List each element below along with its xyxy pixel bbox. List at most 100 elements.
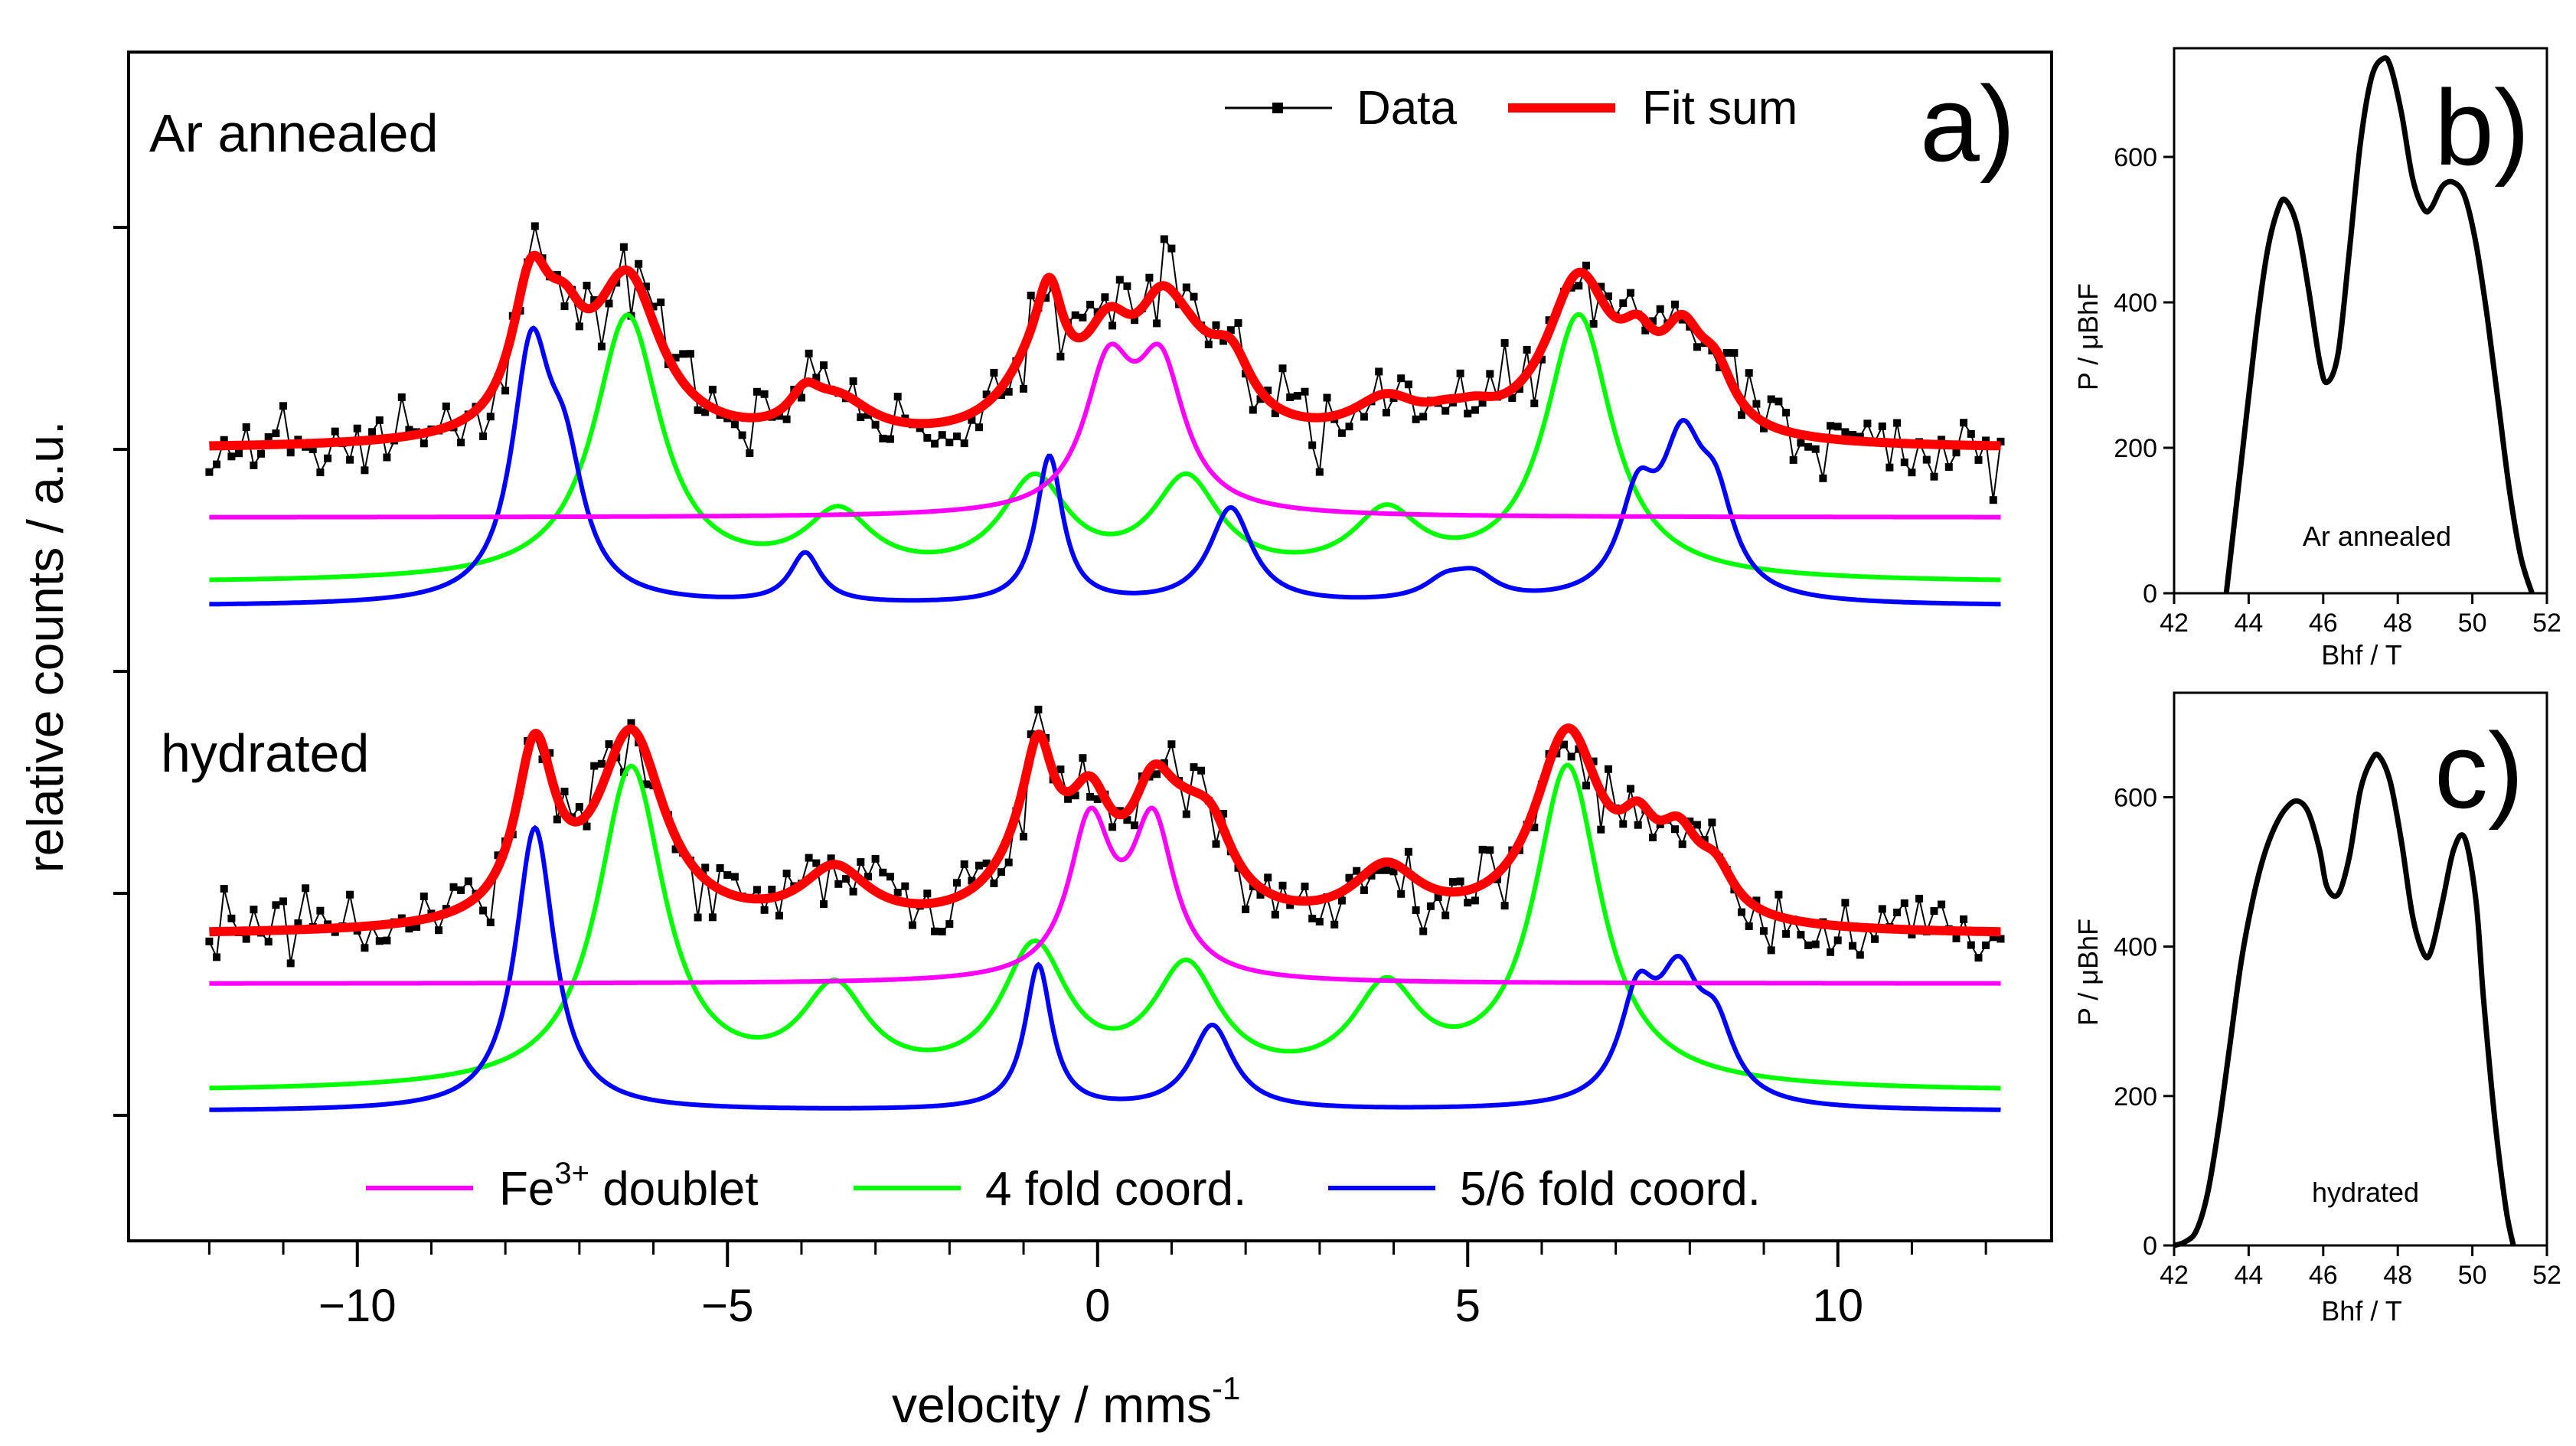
data-point <box>1294 392 1301 400</box>
panel-a-x-axis-title: velocity / mms-1 <box>892 1370 1240 1433</box>
data-point <box>383 454 390 462</box>
data-point <box>1360 886 1368 894</box>
data-point <box>953 432 961 440</box>
data-point <box>1190 763 1198 771</box>
data-point <box>606 740 613 748</box>
data-point <box>1346 423 1353 430</box>
panel-c-ticks: 42 44 46 48 50 520200400600 <box>2114 783 2561 1290</box>
data-point <box>331 428 339 436</box>
data-point <box>583 282 591 289</box>
data-point <box>257 450 265 458</box>
data-point <box>398 393 406 401</box>
data-point <box>1108 322 1116 329</box>
data-point <box>606 300 613 308</box>
data-point <box>1908 468 1915 476</box>
data-point <box>1879 905 1886 912</box>
data-point <box>1316 918 1324 925</box>
data-point <box>894 393 902 400</box>
data-point <box>576 322 583 330</box>
data-point <box>1249 406 1257 414</box>
data-point <box>531 222 539 230</box>
panel-a-curves <box>205 222 2004 1109</box>
data-point <box>1738 909 1745 916</box>
x-tick-label: 52 <box>2532 1261 2561 1290</box>
data-point <box>1316 468 1324 476</box>
x-tick-label: 5 <box>1455 1280 1481 1331</box>
data-point <box>1079 754 1086 762</box>
data-point <box>501 387 509 394</box>
data-point <box>1064 795 1072 803</box>
data-point <box>717 864 724 872</box>
data-point <box>576 803 583 811</box>
data-point <box>1960 419 1967 426</box>
data-point <box>1338 429 1346 437</box>
data-point <box>1486 370 1494 377</box>
data-point <box>1183 811 1190 818</box>
data-point <box>761 390 769 398</box>
data-point <box>272 901 279 909</box>
data-point <box>1167 245 1175 253</box>
data-point <box>1242 906 1249 913</box>
data-point <box>243 935 250 943</box>
data-point <box>287 959 295 967</box>
data-point <box>1486 847 1494 854</box>
data-point <box>598 343 606 351</box>
legend-label-fe3-doublet: Fe3+ doublet <box>499 1157 759 1216</box>
data-point <box>1931 907 1938 915</box>
data-point <box>1501 339 1509 347</box>
y-tick-label: 400 <box>2114 289 2157 318</box>
data-point <box>1953 449 1961 456</box>
data-point <box>1804 443 1812 451</box>
data-point <box>250 906 257 913</box>
data-point <box>1464 899 1471 906</box>
data-point <box>1693 343 1701 351</box>
data-point <box>723 871 731 879</box>
data-point <box>1679 841 1686 848</box>
legend-label-five-six-fold: 5/6 fold coord. <box>1460 1163 1761 1216</box>
data-point <box>598 760 606 768</box>
data-point <box>1116 276 1124 284</box>
data-point <box>1657 305 1664 313</box>
data-point <box>1412 416 1420 423</box>
x-tick-label: −5 <box>701 1280 753 1331</box>
legend-item-five-six-fold: 5/6 fold coord. <box>1328 1163 1761 1216</box>
data-point <box>1397 890 1405 898</box>
data-point <box>1020 833 1027 841</box>
data-point <box>783 870 791 877</box>
data-point <box>1730 349 1738 357</box>
data-point <box>1967 430 1975 438</box>
x-tick-label: 44 <box>2234 609 2263 638</box>
panel-a-y-axis-title: relative counts / a.u. <box>17 421 73 873</box>
data-point <box>975 423 983 431</box>
x-tick-label: 46 <box>2309 609 2338 638</box>
data-point <box>1885 464 1893 472</box>
x-tick-label: 46 <box>2309 1261 2338 1290</box>
data-point <box>1745 922 1753 930</box>
data-point <box>1627 785 1634 792</box>
data-point <box>923 889 931 897</box>
data-point <box>279 402 287 410</box>
panel-c-x-axis-title: Bhf / T <box>2321 1295 2401 1327</box>
data-point <box>302 884 309 892</box>
y-tick-label: 0 <box>2143 1232 2157 1261</box>
data-point <box>1797 439 1804 447</box>
data-point <box>1923 456 1931 464</box>
legend-label-four-fold: 4 fold coord. <box>985 1163 1246 1216</box>
data-point <box>1457 370 1464 377</box>
data-point <box>1738 411 1745 419</box>
data-point <box>1627 289 1634 297</box>
data-point <box>1812 446 1820 453</box>
data-point <box>1197 767 1205 775</box>
data-point <box>1153 319 1161 327</box>
data-point <box>1427 903 1435 910</box>
data-point <box>775 912 783 919</box>
data-point <box>1804 942 1812 949</box>
data-point <box>1375 367 1383 375</box>
data-point <box>1079 314 1086 322</box>
data-point <box>1501 902 1509 909</box>
data-point <box>1464 410 1471 417</box>
data-point <box>346 891 354 899</box>
panel-a-y-ticks <box>113 227 129 1115</box>
data-point <box>694 914 702 922</box>
